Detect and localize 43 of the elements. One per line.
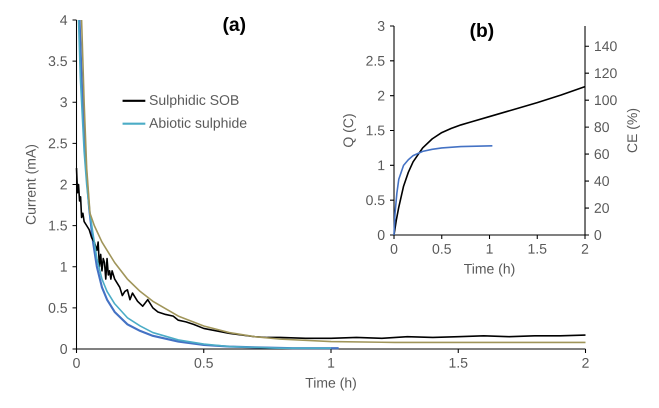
- y2-tick-label: 120: [595, 68, 617, 78]
- y-tick-label: 1.5: [49, 220, 67, 231]
- x-tick-label: 1: [486, 244, 493, 254]
- y-tick-label: 1.5: [366, 126, 384, 136]
- x-tick-label: 1: [328, 358, 334, 368]
- y-tick-label: 3.5: [48, 56, 67, 66]
- legend-label: Abiotic sulphide: [149, 118, 246, 131]
- x-tick-label: 0: [390, 244, 398, 254]
- chart-title: (b): [470, 22, 494, 41]
- y2-tick-label: 100: [595, 95, 617, 106]
- y2-axis-title: CE (%): [626, 108, 640, 152]
- x-tick-label: 0: [73, 358, 80, 368]
- y-tick-label: 4: [60, 15, 68, 25]
- y2-tick-label: 80: [594, 122, 609, 132]
- y-tick-label: 3: [60, 97, 67, 108]
- y-tick-label: 0: [60, 344, 68, 354]
- y-tick-label: 3: [378, 21, 384, 31]
- legend-label: Sulphidic SOB: [150, 94, 239, 108]
- y-tick-label: 0: [378, 230, 385, 240]
- y-tick-label: 2.5: [366, 56, 384, 66]
- chart-title: (a): [224, 16, 246, 35]
- y2-tick-label: 140: [595, 41, 617, 52]
- y-tick-label: 2: [378, 90, 384, 101]
- y2-tick-label: 40: [594, 176, 609, 186]
- x-axis-title: Time (h): [306, 377, 356, 390]
- y-tick-label: 2: [60, 180, 67, 190]
- x-tick-label: 2: [582, 358, 589, 368]
- y-tick-label: 2.5: [48, 138, 67, 148]
- x-axis-title: Time (h): [464, 263, 514, 276]
- x-tick-label: 0.5: [194, 358, 213, 368]
- x-tick-label: 1.5: [528, 244, 546, 254]
- x-tick-label: 2: [582, 244, 588, 254]
- x-tick-label: 0.5: [432, 244, 451, 254]
- y-tick-label: 0.5: [48, 302, 67, 313]
- y-tick-label: 0.5: [366, 195, 384, 206]
- y2-tick-label: 0: [594, 230, 602, 240]
- x-tick-label: 1.5: [450, 358, 468, 368]
- y-axis-title: Q (C): [342, 114, 356, 147]
- y2-tick-label: 20: [594, 203, 609, 213]
- y-tick-label: 1: [60, 262, 67, 272]
- y-tick-label: 1: [378, 160, 384, 170]
- y-axis-title: Current (mA): [25, 144, 39, 224]
- y2-tick-label: 60: [594, 149, 609, 160]
